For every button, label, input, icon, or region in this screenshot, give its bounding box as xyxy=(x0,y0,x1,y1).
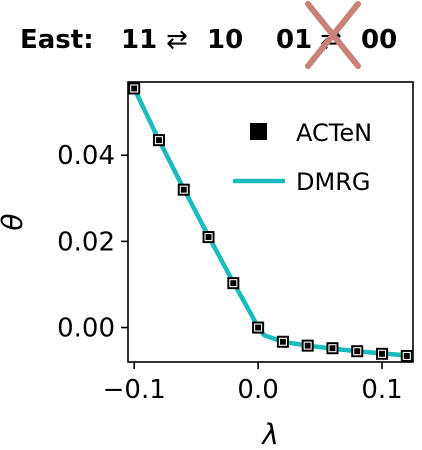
pair1-right: 10 xyxy=(207,25,243,55)
plot-frame xyxy=(127,81,414,363)
x-tick-label: 0.1 xyxy=(361,375,402,405)
acten-point xyxy=(202,231,215,244)
acten-marker-highlight xyxy=(130,84,139,93)
plot-area xyxy=(128,82,414,362)
acten-marker-highlight xyxy=(254,323,263,332)
header-label: East: xyxy=(20,25,94,55)
x-tick-label: −0.1 xyxy=(103,375,166,405)
pair1-arrow: ⇄ xyxy=(166,25,188,55)
acten-marker xyxy=(376,347,389,360)
acten-marker xyxy=(177,183,190,196)
acten-marker xyxy=(326,342,339,355)
acten-point xyxy=(152,134,165,147)
acten-point xyxy=(376,347,389,360)
acten-marker-highlight xyxy=(278,337,287,346)
acten-marker xyxy=(301,339,314,352)
pair2-left: 01 xyxy=(276,25,312,55)
acten-point xyxy=(351,345,364,358)
y-tick-label: 0.04 xyxy=(57,141,115,171)
acten-marker xyxy=(252,321,265,334)
pair1-left: 11 xyxy=(121,25,157,55)
acten-point xyxy=(326,342,339,355)
legend-label-dmrg: DMRG xyxy=(296,168,370,196)
acten-point xyxy=(128,82,141,95)
acten-point xyxy=(252,321,265,334)
legend-entry-dmrg: DMRG xyxy=(233,168,370,196)
acten-marker-highlight xyxy=(154,136,164,145)
x-tick-label: 0.0 xyxy=(237,375,278,405)
acten-point xyxy=(301,339,314,352)
acten-marker-highlight xyxy=(229,279,238,288)
legend-marker-acten xyxy=(250,123,267,140)
y-tick-label: 0.02 xyxy=(57,227,115,257)
cross-stroke-2 xyxy=(305,1,361,69)
legend-label-acten: ACTeN xyxy=(296,119,372,147)
acten-marker-highlight xyxy=(353,347,362,356)
y-tick-label: 0.00 xyxy=(57,314,115,344)
acten-point xyxy=(400,349,413,362)
acten-marker xyxy=(128,82,141,95)
legend: ACTeN DMRG xyxy=(233,119,372,196)
header-panel: East: 11 ⇄ 10 01 ⇄ 00 xyxy=(20,1,397,69)
acten-marker-highlight xyxy=(402,351,411,361)
acten-marker xyxy=(202,231,215,244)
acten-marker xyxy=(400,349,413,362)
acten-marker xyxy=(152,134,165,147)
acten-marker xyxy=(351,345,364,358)
acten-marker-highlight xyxy=(204,233,213,242)
acten-marker-highlight xyxy=(303,341,312,350)
acten-point xyxy=(177,183,190,196)
pair2-right: 00 xyxy=(361,25,397,55)
acten-point xyxy=(276,335,289,348)
acten-marker-highlight xyxy=(179,185,188,194)
acten-marker xyxy=(227,277,240,290)
acten-marker xyxy=(276,335,289,348)
forbidden-cross-icon xyxy=(305,1,361,69)
acten-marker-highlight xyxy=(377,349,387,358)
acten-marker-highlight xyxy=(328,344,337,353)
y-axis-label: θ xyxy=(0,213,29,230)
x-axis-label: λ xyxy=(260,418,279,450)
acten-point xyxy=(227,277,240,290)
axes: −0.1 0.0 0.1 0.00 0.02 0.04 λ θ xyxy=(0,81,414,450)
legend-entry-acten: ACTeN xyxy=(250,119,372,147)
